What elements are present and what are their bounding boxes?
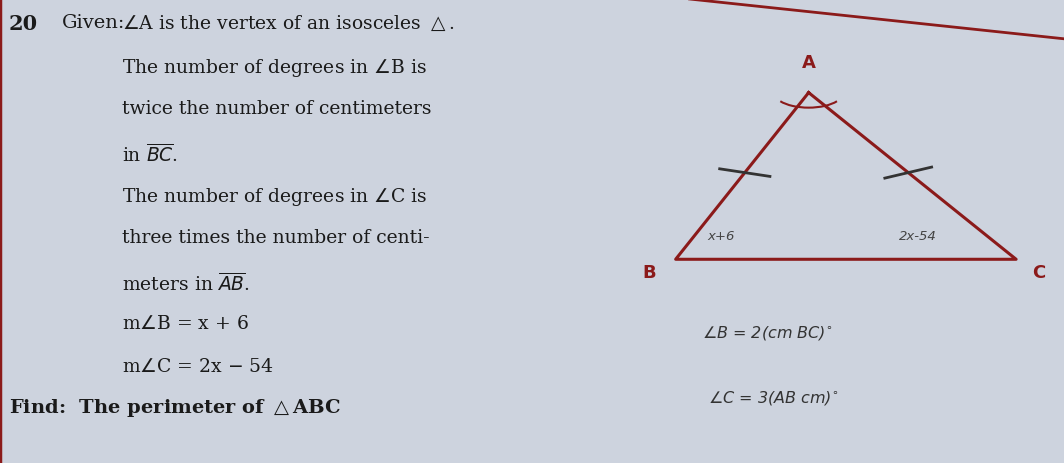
Text: 20: 20 <box>9 14 37 34</box>
Text: Given:: Given: <box>62 14 126 32</box>
Text: B: B <box>643 264 656 282</box>
Text: C: C <box>1032 264 1045 282</box>
Text: 2x-54: 2x-54 <box>899 230 936 243</box>
Text: three times the number of centi-: three times the number of centi- <box>122 229 430 247</box>
Text: twice the number of centimeters: twice the number of centimeters <box>122 100 432 118</box>
Text: meters in $\overline{AB}$.: meters in $\overline{AB}$. <box>122 272 250 295</box>
Text: x+6: x+6 <box>708 230 735 243</box>
Text: m$\angle$B = x + 6: m$\angle$B = x + 6 <box>122 315 249 333</box>
Text: in $\overline{BC}$.: in $\overline{BC}$. <box>122 143 179 166</box>
Text: A: A <box>801 54 816 72</box>
Text: $\angle$C = 3(AB cm)$^{\circ}$: $\angle$C = 3(AB cm)$^{\circ}$ <box>708 389 838 407</box>
Text: $\angle$B = 2(cm BC)$^{\circ}$: $\angle$B = 2(cm BC)$^{\circ}$ <box>702 324 833 342</box>
Text: The number of degrees in $\angle$B is: The number of degrees in $\angle$B is <box>122 57 427 79</box>
Text: Find:  The perimeter of $\triangle$ABC: Find: The perimeter of $\triangle$ABC <box>9 397 340 419</box>
Text: The number of degrees in $\angle$C is: The number of degrees in $\angle$C is <box>122 186 428 208</box>
Text: $\angle$A is the vertex of an isosceles $\triangle$.: $\angle$A is the vertex of an isosceles … <box>122 14 454 33</box>
Text: m$\angle$C = 2x $-$ 54: m$\angle$C = 2x $-$ 54 <box>122 358 275 376</box>
